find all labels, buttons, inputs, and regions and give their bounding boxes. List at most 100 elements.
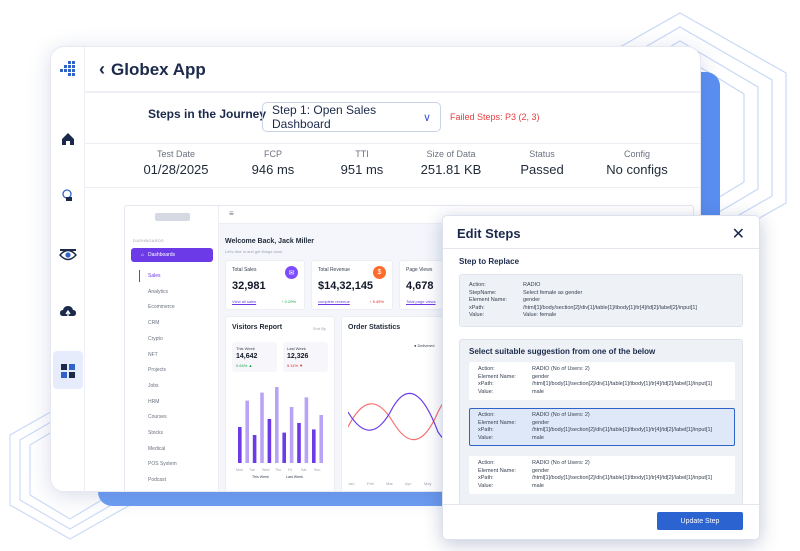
day-label: Thu [275, 468, 281, 472]
metric-label: Size of Data [426, 149, 476, 159]
preview-sidebar-item: Courses [148, 414, 167, 421]
last-week-value: 12,326 [287, 353, 309, 360]
metric-fcp: FCP 946 ms [218, 149, 328, 177]
header-divider [85, 91, 700, 93]
replace-action: RADIO [523, 282, 541, 288]
metric-value: No configs [606, 162, 668, 177]
preview-active-bar [139, 270, 140, 282]
this-week-value: 14,642 [236, 353, 258, 360]
last-week-pct: 5.11% ▼ [287, 363, 304, 368]
preview-card-revenue: Total Revenue $ $14,32,145 complete reve… [311, 260, 393, 310]
suggestion-item[interactable]: Action: RADIO (No of Users: 2) Element Na… [469, 456, 735, 494]
card-pct: ↑ 0.29% [281, 299, 296, 304]
card-badge-icon: $ [373, 266, 386, 279]
this-week-box: This Week 14,642 0.64% ▲ [232, 342, 277, 372]
day-label: Sun [314, 468, 320, 472]
legend-label: This Week [252, 475, 269, 479]
visitors-bar-chart: Mon Tue Wed Thu Fri Sat Sun This Week Last Week [236, 387, 323, 479]
visitor-bar [267, 419, 272, 463]
suggest-heading: Select suitable suggestion from one of t… [469, 347, 656, 356]
suggestion-element: gender [532, 373, 550, 380]
visitor-bar [289, 407, 294, 463]
eye-icon[interactable] [58, 245, 78, 265]
key-value: Value: [478, 482, 494, 489]
suggestion-value: male [532, 388, 544, 395]
key-element: Element Name: [469, 297, 507, 304]
key-action: Action: [478, 366, 495, 372]
preview-sidebar-item: CRM [148, 320, 160, 327]
preview-sidebar: DASHBOARDS ⌂ Dashboards Sales Analytics Ec… [125, 206, 219, 491]
metric-label: Config [623, 149, 650, 159]
replace-box: Action: RADIO StepName: Select female as g… [459, 274, 743, 327]
visitor-bar [319, 415, 323, 463]
metric-value: 251.81 KB [420, 162, 482, 177]
failed-steps: Failed Steps: P3 (2, 3) [450, 112, 540, 122]
visitor-bar [238, 427, 242, 463]
modal-title: Edit Steps [457, 226, 521, 241]
order-title: Order Statistics [348, 324, 401, 331]
preview-sidebar-item: Crypto [148, 335, 163, 342]
active-rail-indicator [53, 351, 83, 389]
key-value: Value: [478, 388, 494, 395]
replace-stepname: Select female as gender [523, 289, 583, 296]
suggestion-value: male [532, 482, 544, 489]
month-label: May [424, 481, 432, 486]
suggestion-item-selected[interactable]: Action: RADIO (No of Users: 2) Element Na… [469, 408, 735, 446]
preview-sidebar-item: Podcast [148, 477, 167, 484]
visitor-bar [260, 392, 264, 463]
visitor-bar [312, 429, 316, 463]
journey-label: Steps in the Journey [148, 107, 267, 121]
touch-icon[interactable] [58, 187, 78, 207]
update-step-button[interactable]: Update Step [657, 512, 743, 530]
visitor-bar [252, 435, 257, 463]
preview-logo [155, 213, 190, 221]
month-label: Jan [348, 481, 355, 486]
metric-label: Status [529, 149, 555, 159]
key-stepname: StepName: [469, 289, 497, 296]
step-select[interactable]: Step 1: Open Sales Dashboard ∨ [262, 102, 441, 132]
step-select-value: Step 1: Open Sales Dashboard [272, 103, 377, 131]
suggestion-action: RADIO (No of Users: 2) [532, 412, 590, 418]
day-label: Tue [249, 468, 255, 472]
suggestion-element: gender [532, 419, 550, 426]
preview-sidebar-item: Jobs [148, 382, 159, 389]
suggestion-action: RADIO (No of Users: 2) [532, 366, 590, 372]
metric-value: Passed [520, 162, 564, 177]
key-element: Element Name: [478, 419, 516, 426]
home-icon[interactable] [58, 129, 78, 149]
key-element: Element Name: [478, 373, 516, 380]
visitor-bar [297, 423, 301, 463]
preview-sidebar-item: POS System [148, 461, 177, 468]
day-label: Wed [262, 468, 269, 472]
replace-details: Action: RADIO StepName: Select female as g… [469, 282, 697, 320]
preview-home-icon: ⌂ [141, 252, 145, 258]
replace-value: Value: female [523, 312, 557, 319]
delivered-legend: ● Delivered [414, 343, 435, 348]
day-label: Sat [301, 468, 306, 472]
preview-card-sales: Total Sales ✉ 32,981 View all sales ↑ 0.… [225, 260, 305, 310]
suggestion-panel: Select suitable suggestion from one of t… [459, 339, 743, 505]
close-icon[interactable]: ✕ [731, 226, 745, 243]
cloud-upload-icon[interactable] [58, 303, 78, 323]
metric-test-date: Test Date 01/28/2025 [121, 149, 231, 177]
month-label: Apr [405, 481, 412, 486]
visitor-bar [304, 397, 309, 463]
metric-value: 946 ms [251, 162, 295, 177]
card-value: 32,981 [232, 280, 266, 292]
month-label: Feb [367, 481, 374, 486]
day-label: Fri [288, 468, 292, 472]
suggestion-item[interactable]: Action: RADIO (No of Users: 2) Element Na… [469, 362, 735, 400]
key-action: Action: [478, 460, 495, 466]
suggestion-details: Action: RADIO (No of Users: 2) Element Na… [478, 366, 712, 396]
chevron-left-icon[interactable]: ‹ [99, 59, 105, 79]
card-value: $14,32,145 [318, 280, 374, 292]
metric-size-of-data: Size of Data 251.81 KB [396, 149, 506, 177]
preview-sidebar-item: Ecommerce [148, 304, 175, 311]
replace-xpath: /html[1]/body/section[2]/div[1]/table[1]… [523, 304, 697, 311]
card-badge-icon: ✉ [285, 266, 298, 279]
edit-steps-modal: Edit Steps ✕ Step to Replace Action: RADI… [442, 215, 760, 540]
preview-visitors-card: Visitors Report Sort By This Week 14,642… [225, 316, 335, 491]
grid-icon[interactable] [58, 361, 78, 381]
preview-dashboards-label: Dashboards [148, 252, 175, 258]
